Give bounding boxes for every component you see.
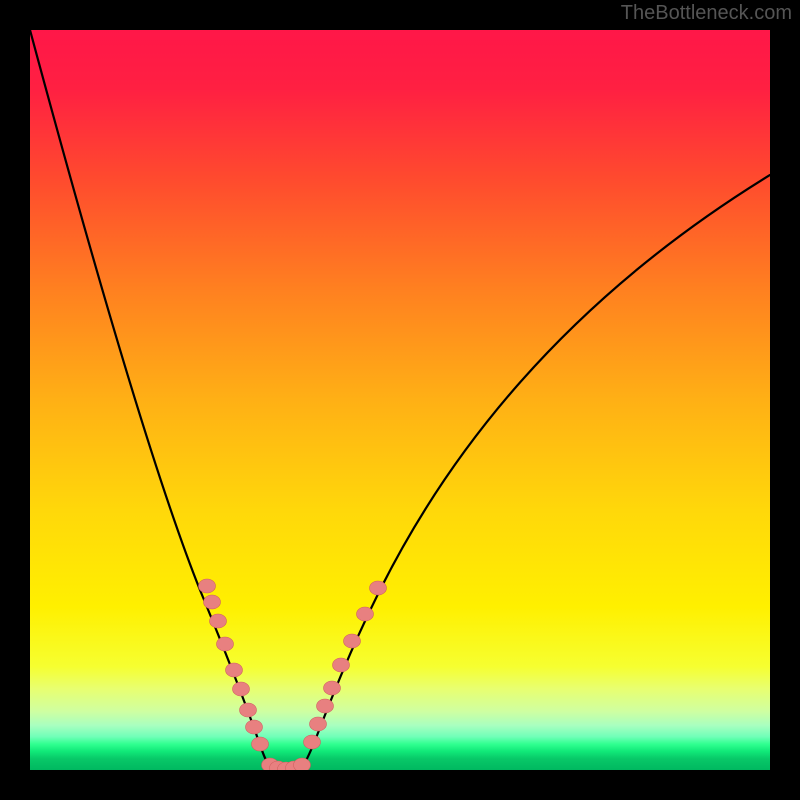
bottleneck-chart: [30, 30, 770, 770]
data-marker: [217, 637, 234, 651]
data-marker: [252, 737, 269, 751]
data-marker: [310, 717, 327, 731]
data-marker: [210, 614, 227, 628]
data-marker: [357, 607, 374, 621]
data-marker: [204, 595, 221, 609]
data-marker: [324, 681, 341, 695]
data-marker: [199, 579, 216, 593]
data-marker: [294, 758, 311, 770]
chart-plot-area: [30, 30, 770, 770]
gradient-background: [30, 30, 770, 770]
watermark-text: TheBottleneck.com: [621, 2, 792, 25]
data-marker: [304, 735, 321, 749]
data-marker: [344, 634, 361, 648]
data-marker: [226, 663, 243, 677]
data-marker: [246, 720, 263, 734]
data-marker: [233, 682, 250, 696]
data-marker: [333, 658, 350, 672]
data-marker: [370, 581, 387, 595]
data-marker: [240, 703, 257, 717]
data-marker: [317, 699, 334, 713]
